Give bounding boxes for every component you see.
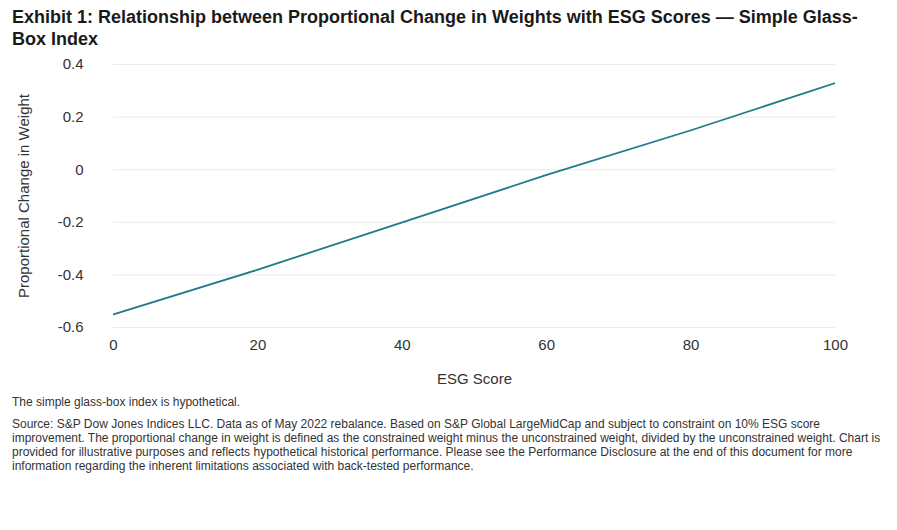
svg-text:-0.2: -0.2 [58, 213, 84, 230]
svg-text:-0.6: -0.6 [58, 318, 84, 335]
svg-text:80: 80 [683, 336, 700, 353]
html-text:The simple glass-box index is: The simple glass-box index is hypothetic… [12, 395, 241, 409]
svg-text:40: 40 [394, 336, 411, 353]
svg-text:100: 100 [823, 336, 848, 353]
svg-text:Proportional Change in Weight: Proportional Change in Weight [15, 93, 32, 298]
html-text:Exhibit 1: Relationship betwee: Exhibit 1: Relationship between Proporti… [12, 7, 858, 49]
svg-text:20: 20 [250, 336, 267, 353]
svg-text:0.4: 0.4 [63, 55, 84, 72]
svg-text:-0.4: -0.4 [58, 266, 84, 283]
html-text:Source: S&P Dow Jones Indices: Source: S&P Dow Jones Indices LLC. Data … [12, 417, 881, 473]
svg-text:60: 60 [538, 336, 555, 353]
svg-text:0.2: 0.2 [63, 108, 84, 125]
svg-text:0: 0 [109, 336, 117, 353]
svg-text:ESG Score: ESG Score [437, 370, 512, 387]
svg-text:0: 0 [75, 161, 83, 178]
